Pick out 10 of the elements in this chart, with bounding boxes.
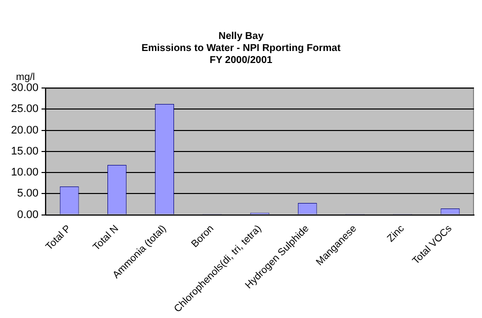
y-axis-title: mg/l bbox=[16, 72, 35, 83]
y-tick-label: 5.00 bbox=[17, 188, 39, 200]
chart-title: Nelly Bay Emissions to Water - NPI Rporting Format FY 2000/2001 bbox=[141, 30, 342, 66]
y-tick-label: 10.00 bbox=[10, 166, 39, 179]
y-tick-label: 30.00 bbox=[10, 82, 39, 94]
y-tick-label: 20.00 bbox=[10, 124, 39, 136]
x-tick-label: Zinc bbox=[386, 223, 407, 244]
y-tick-label: 0.00 bbox=[17, 208, 39, 221]
y-tick-label: 15.00 bbox=[10, 145, 39, 158]
y-tick-label: 25.00 bbox=[10, 103, 39, 116]
